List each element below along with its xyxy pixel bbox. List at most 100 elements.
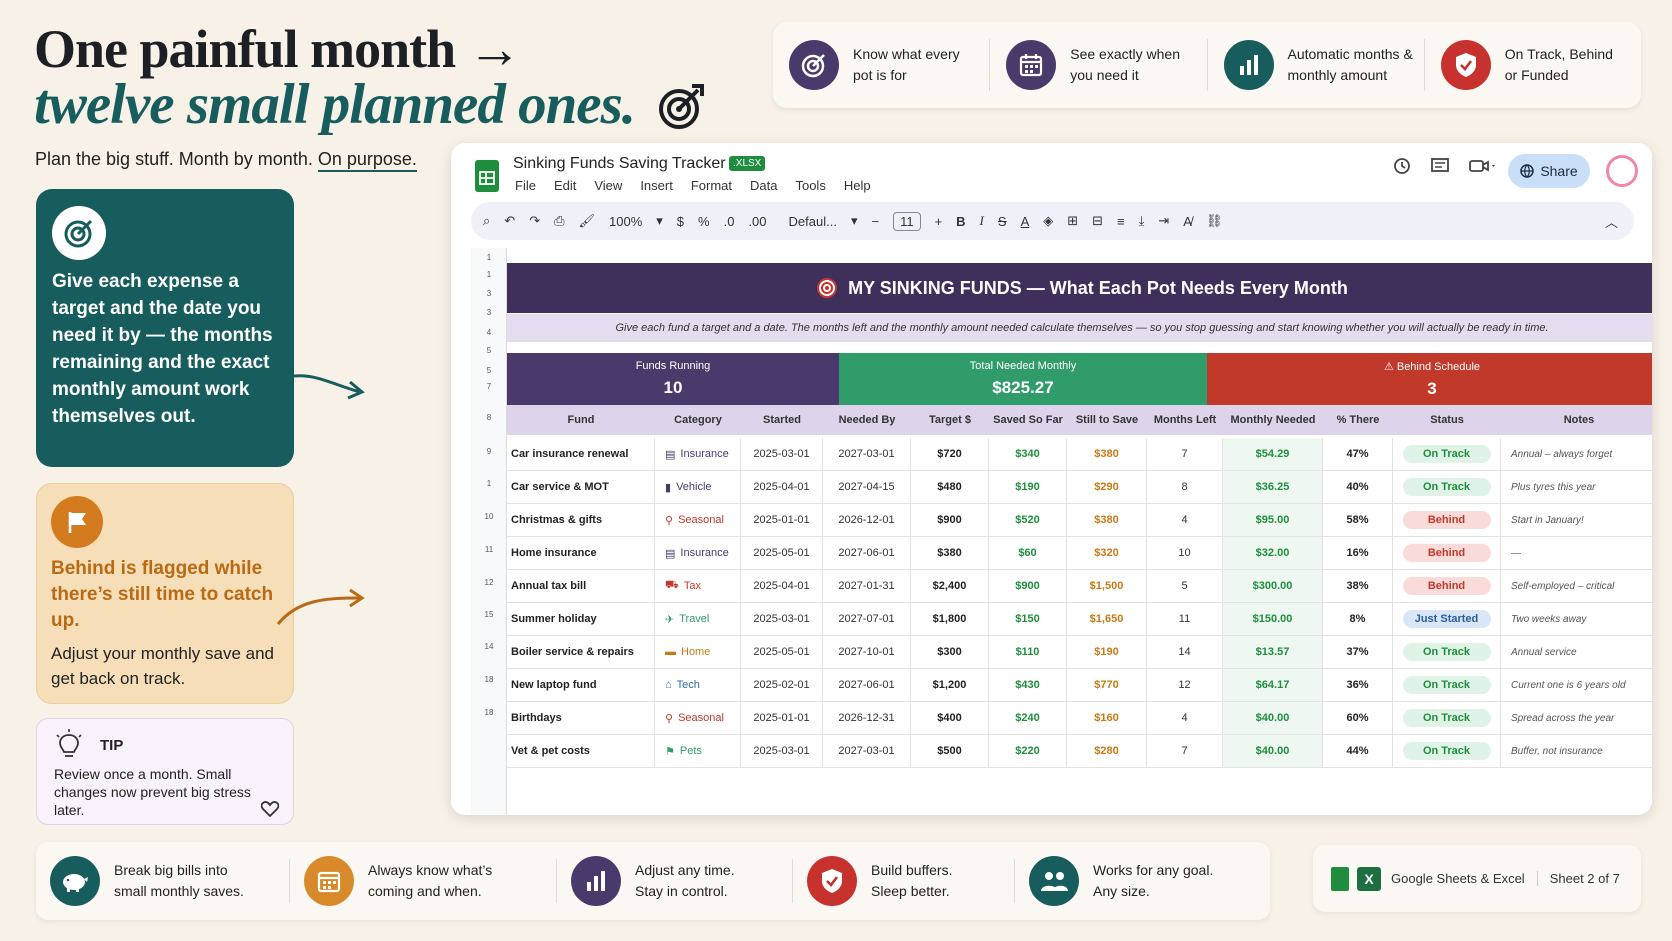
cell-months-left[interactable]: 5 xyxy=(1147,570,1223,602)
collapse-toolbar-icon[interactable]: ︿ xyxy=(1604,214,1618,230)
cell-needed-by[interactable]: 2027-07-01 xyxy=(823,603,911,635)
menu-tools[interactable]: Tools xyxy=(795,178,826,193)
row-number[interactable]: 11 xyxy=(484,545,494,554)
cell-category[interactable]: ✈ Travel xyxy=(655,603,741,635)
cell-fund[interactable]: Christmas & gifts xyxy=(507,504,655,536)
cell-monthly-needed[interactable]: $54.29 xyxy=(1223,438,1323,470)
cell-still-to-save[interactable]: $380 xyxy=(1067,504,1147,536)
decrease-decimal-button[interactable]: .0 xyxy=(723,213,735,229)
cell-months-left[interactable]: 4 xyxy=(1147,504,1223,536)
meet-icon[interactable] xyxy=(1468,156,1498,176)
text-rotation-icon[interactable]: A̸ xyxy=(1183,213,1192,229)
cell-category[interactable]: ⌂ Tech xyxy=(655,669,741,701)
cell-notes[interactable]: Current one is 6 years old xyxy=(1501,669,1652,701)
cell-percent[interactable]: 8% xyxy=(1323,603,1393,635)
cell-needed-by[interactable]: 2027-06-01 xyxy=(823,669,911,701)
vertical-align-icon[interactable]: ⤓ xyxy=(1138,213,1145,228)
cell-needed-by[interactable]: 2027-01-31 xyxy=(823,570,911,602)
print-icon[interactable]: ⎙ xyxy=(554,213,565,228)
cell-notes[interactable]: — xyxy=(1501,537,1652,569)
table-row[interactable]: Birthdays ⚲ Seasonal 2025-01-01 2026-12-31 $4… xyxy=(507,702,1652,735)
cell-still-to-save[interactable]: $280 xyxy=(1067,735,1147,767)
cell-monthly-needed[interactable]: $13.57 xyxy=(1223,636,1323,668)
borders-icon[interactable]: ⊞ xyxy=(1067,213,1079,228)
cell-started[interactable]: 2025-04-01 xyxy=(741,471,823,503)
row-number[interactable]: 3 xyxy=(486,289,492,298)
row-number[interactable]: 3 xyxy=(486,308,492,317)
cell-target[interactable]: $1,800 xyxy=(911,603,989,635)
cell-still-to-save[interactable]: $770 xyxy=(1067,669,1147,701)
table-row[interactable]: Boiler service & repairs ▬ Home 2025-05-01 2… xyxy=(507,636,1652,669)
cell-saved[interactable]: $520 xyxy=(989,504,1067,536)
text-color-icon[interactable]: A xyxy=(1020,213,1030,229)
table-row[interactable]: Christmas & gifts ⚲ Seasonal 2025-01-01 2026… xyxy=(507,504,1652,537)
cell-target[interactable]: $1,200 xyxy=(911,669,989,701)
cell-started[interactable]: 2025-03-01 xyxy=(741,603,823,635)
zoom-select[interactable]: 100% xyxy=(609,213,643,229)
cell-fund[interactable]: Car insurance renewal xyxy=(507,438,655,470)
cell-saved[interactable]: $220 xyxy=(989,735,1067,767)
column-header[interactable]: Monthly Needed xyxy=(1230,414,1316,426)
cell-notes[interactable]: Annual – always forget xyxy=(1501,438,1652,470)
cell-notes[interactable]: Self-employed – critical xyxy=(1501,570,1652,602)
version-history-icon[interactable] xyxy=(1392,156,1412,176)
column-header[interactable]: Category xyxy=(674,414,722,426)
row-number[interactable]: 4 xyxy=(486,328,492,337)
cell-months-left[interactable]: 4 xyxy=(1147,702,1223,734)
row-number[interactable]: 18 xyxy=(484,708,494,717)
row-number[interactable]: 5 xyxy=(486,366,492,375)
cell-needed-by[interactable]: 2027-03-01 xyxy=(823,735,911,767)
cell-still-to-save[interactable]: $190 xyxy=(1067,636,1147,668)
cell-percent[interactable]: 36% xyxy=(1323,669,1393,701)
column-header[interactable]: Target $ xyxy=(929,414,971,426)
chevron-down-icon[interactable]: ▾ xyxy=(850,213,858,228)
cell-still-to-save[interactable]: $380 xyxy=(1067,438,1147,470)
table-row[interactable]: Summer holiday ✈ Travel 2025-03-01 2027-07-0… xyxy=(507,603,1652,636)
table-row[interactable]: Annual tax bill ⛟ Tax 2025-04-01 2027-01-31 $… xyxy=(507,570,1652,603)
cell-target[interactable]: $400 xyxy=(911,702,989,734)
table-row[interactable]: Home insurance ▤ Insurance 2025-05-01 2027-0… xyxy=(507,537,1652,570)
row-number[interactable]: 14 xyxy=(484,642,494,651)
column-header[interactable]: Months Left xyxy=(1153,414,1217,426)
comments-icon[interactable] xyxy=(1430,156,1450,176)
cell-saved[interactable]: $60 xyxy=(989,537,1067,569)
cell-months-left[interactable]: 11 xyxy=(1147,603,1223,635)
cell-needed-by[interactable]: 2027-04-15 xyxy=(823,471,911,503)
row-number[interactable]: 1 xyxy=(486,479,492,488)
menu-file[interactable]: File xyxy=(515,178,536,193)
row-number[interactable]: 18 xyxy=(484,675,494,684)
cell-percent[interactable]: 44% xyxy=(1323,735,1393,767)
cell-status[interactable]: On Track xyxy=(1393,438,1501,470)
cell-saved[interactable]: $240 xyxy=(989,702,1067,734)
row-number[interactable]: 12 xyxy=(484,578,494,587)
cell-saved[interactable]: $340 xyxy=(989,438,1067,470)
font-select[interactable]: Defaul... xyxy=(788,213,837,229)
cell-months-left[interactable]: 7 xyxy=(1147,735,1223,767)
cell-target[interactable]: $380 xyxy=(911,537,989,569)
cell-monthly-needed[interactable]: $95.00 xyxy=(1223,504,1323,536)
cell-target[interactable]: $480 xyxy=(911,471,989,503)
strikethrough-icon[interactable]: S xyxy=(997,213,1007,229)
row-number[interactable]: 1 xyxy=(486,270,492,279)
cell-status[interactable]: Behind xyxy=(1393,570,1501,602)
cell-status[interactable]: Behind xyxy=(1393,504,1501,536)
redo-icon[interactable]: ↷ xyxy=(529,213,541,228)
table-row[interactable]: Vet & pet costs ⚑ Pets 2025-03-01 2027-03-01… xyxy=(507,735,1652,768)
cell-fund[interactable]: Summer holiday xyxy=(507,603,655,635)
cell-percent[interactable]: 38% xyxy=(1323,570,1393,602)
cell-needed-by[interactable]: 2027-10-01 xyxy=(823,636,911,668)
row-number[interactable]: 15 xyxy=(484,610,494,619)
cell-started[interactable]: 2025-05-01 xyxy=(741,537,823,569)
cell-months-left[interactable]: 8 xyxy=(1147,471,1223,503)
cell-status[interactable]: On Track xyxy=(1393,471,1501,503)
cell-saved[interactable]: $110 xyxy=(989,636,1067,668)
menu-insert[interactable]: Insert xyxy=(640,178,673,193)
link-icon[interactable]: ⛓ xyxy=(1205,213,1223,228)
column-header[interactable]: % There xyxy=(1336,414,1380,426)
cell-fund[interactable]: Boiler service & repairs xyxy=(507,636,655,668)
text-wrap-icon[interactable]: ⇥ xyxy=(1158,213,1170,228)
row-number[interactable]: 8 xyxy=(486,413,492,422)
cell-percent[interactable]: 58% xyxy=(1323,504,1393,536)
cell-months-left[interactable]: 7 xyxy=(1147,438,1223,470)
cell-months-left[interactable]: 10 xyxy=(1147,537,1223,569)
